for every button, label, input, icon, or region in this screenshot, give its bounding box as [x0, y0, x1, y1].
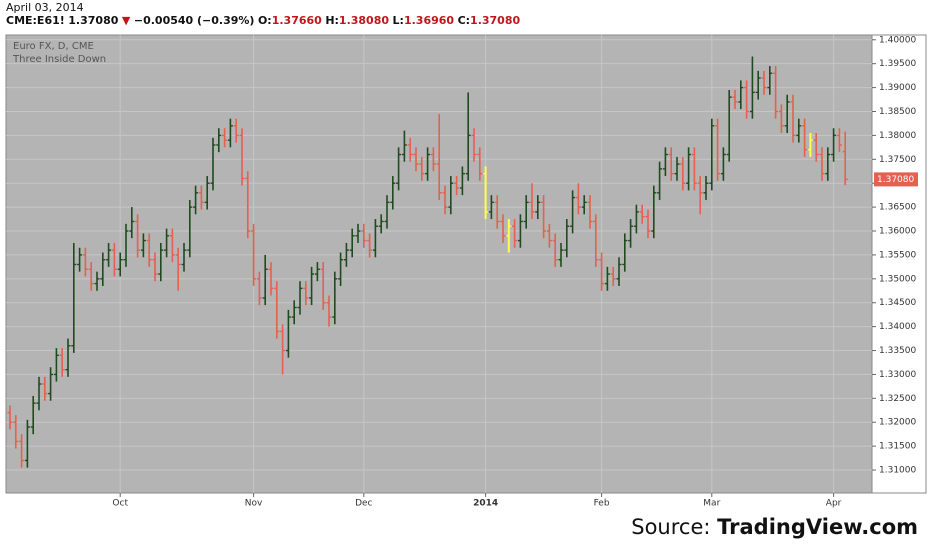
chart-title: Euro FX, D, CME — [13, 41, 94, 52]
high: 1.38080 — [338, 14, 390, 27]
price-axis — [871, 34, 927, 494]
chart-subtitle: Three Inside Down — [12, 54, 106, 65]
y-tick-label: 1.31000 — [879, 466, 916, 476]
low-label: L: — [392, 14, 404, 27]
y-tick-label: 1.33500 — [879, 346, 916, 356]
x-tick-label: Feb — [594, 499, 610, 509]
change: −0.00540 (−0.39%) — [133, 14, 255, 27]
y-tick-label: 1.38500 — [879, 107, 916, 117]
y-tick-label: 1.33000 — [879, 370, 916, 380]
close-label: C: — [457, 14, 471, 27]
y-tick-label: 1.34500 — [879, 298, 916, 308]
x-tick-label: Dec — [355, 499, 372, 509]
y-tick-label: 1.34000 — [879, 322, 916, 332]
y-tick-label: 1.35500 — [879, 250, 916, 260]
y-tick-label: 1.31500 — [879, 442, 916, 452]
x-tick-label: Oct — [112, 499, 128, 509]
x-tick-label: 2014 — [473, 499, 498, 509]
high-label: H: — [325, 14, 339, 27]
source: Source: TradingView.com — [631, 515, 918, 539]
open: 1.37660 — [271, 14, 322, 27]
y-tick-label: 1.39500 — [879, 59, 916, 69]
y-tick-label: 1.35000 — [879, 274, 916, 284]
plot-area — [5, 34, 873, 494]
price: 1.37080 — [68, 14, 119, 27]
close: 1.37080 — [470, 14, 521, 27]
quote-line: CME:E61! 1.37080 ▼ −0.00540 (−0.39%) O:1… — [6, 14, 520, 27]
source-prefix: Source: — [631, 515, 711, 539]
y-tick-label: 1.38000 — [879, 131, 916, 141]
change-arrow: ▼ — [121, 14, 131, 27]
x-tick-label: Mar — [703, 499, 720, 509]
x-tick-label: Nov — [245, 499, 263, 509]
y-tick-label: 1.36000 — [879, 227, 916, 237]
y-tick-label: 1.40000 — [879, 35, 916, 45]
y-tick-label: 1.32000 — [879, 418, 916, 428]
chart: Euro FX, D, CME Three Inside Down 1.3100… — [5, 34, 927, 509]
y-tick-label: 1.36500 — [879, 203, 916, 213]
symbol: CME:E61! — [6, 14, 65, 27]
y-tick-label: 1.39000 — [879, 83, 916, 93]
header: April 03, 2014 CME:E61! 1.37080 ▼ −0.005… — [6, 1, 520, 27]
source-site: TradingView.com — [717, 515, 918, 539]
date: April 03, 2014 — [6, 1, 84, 14]
open-label: O: — [257, 14, 272, 27]
last-price-box — [874, 172, 918, 187]
low: 1.36960 — [403, 14, 455, 27]
x-tick-label: Apr — [826, 499, 842, 509]
last-price-label: 1.37080 — [877, 175, 914, 185]
y-tick-label: 1.37500 — [879, 155, 916, 165]
y-tick-label: 1.32500 — [879, 394, 916, 404]
